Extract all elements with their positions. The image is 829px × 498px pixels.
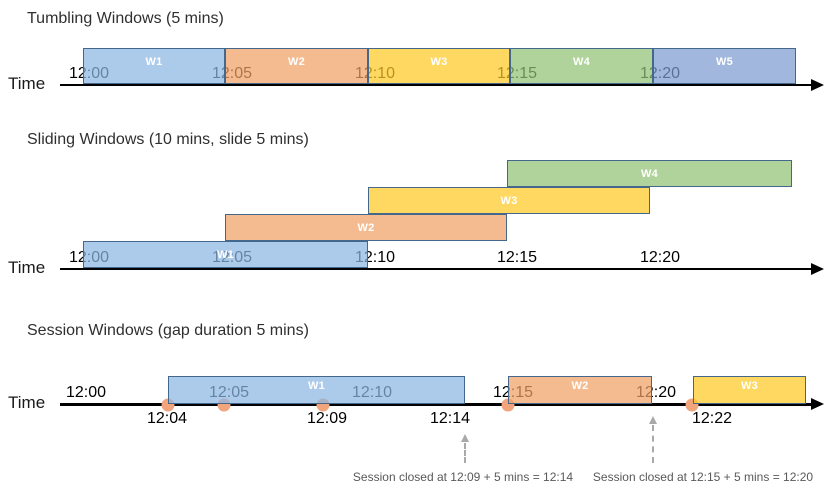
window-label: W2 (357, 221, 375, 234)
annotation-arrow-line (652, 425, 654, 463)
window-label: W1 (307, 380, 326, 392)
event-time-label: 12:04 (146, 410, 188, 427)
event-time-label: 12:14 (429, 410, 471, 427)
window-label: W1 (216, 248, 235, 261)
window-w1: W1 (168, 376, 465, 404)
axis-arrowhead-icon (811, 79, 824, 91)
window-label: W5 (715, 55, 734, 68)
time-axis-label: Time (8, 74, 46, 93)
session-closed-note: Session closed at 12:15 + 5 mins = 12:20 (592, 470, 814, 484)
window-label: W2 (571, 380, 589, 392)
time-axis (60, 268, 812, 270)
annotation-arrow-icon (461, 434, 469, 442)
time-tick-label: 12:15 (496, 249, 538, 266)
window-w3: W3 (368, 187, 650, 214)
time-tick-label: 12:20 (639, 249, 681, 266)
window-w4: W4 (507, 160, 792, 187)
window-w2: W2 (508, 376, 652, 404)
window-label: W3 (430, 55, 448, 68)
time-axis-label: Time (8, 258, 46, 277)
window-label: W3 (740, 380, 759, 392)
window-w5: W5 (653, 48, 796, 84)
window-label: W3 (500, 194, 518, 207)
window-w2: W2 (225, 214, 507, 241)
time-axis-label: Time (8, 393, 46, 412)
axis-arrowhead-icon (811, 263, 824, 275)
window-w3: W3 (693, 376, 806, 404)
window-w1: W1 (83, 241, 368, 268)
window-label: W4 (640, 167, 659, 180)
window-w2: W2 (225, 48, 368, 84)
event-time-label: 12:22 (691, 410, 733, 427)
time-axis (60, 403, 812, 406)
session-closed-note: Session closed at 12:09 + 5 mins = 12:14 (352, 470, 574, 484)
diagram-title: Tumbling Windows (5 mins) (27, 10, 224, 27)
axis-arrowhead-icon (811, 398, 824, 410)
window-label: W4 (572, 55, 591, 68)
annotation-arrow-icon (649, 416, 657, 424)
diagram-title: Session Windows (gap duration 5 mins) (27, 322, 309, 339)
window-w1: W1 (83, 48, 225, 84)
window-label: W2 (287, 55, 306, 68)
window-w4: W4 (510, 48, 653, 84)
annotation-arrow-line (464, 443, 466, 463)
event-time-label: 12:09 (306, 410, 348, 427)
time-tick-label: 12:00 (65, 384, 107, 401)
window-label: W1 (145, 55, 163, 68)
window-w3: W3 (368, 48, 510, 84)
diagram-title: Sliding Windows (10 mins, slide 5 mins) (27, 131, 309, 148)
time-axis (60, 84, 812, 86)
